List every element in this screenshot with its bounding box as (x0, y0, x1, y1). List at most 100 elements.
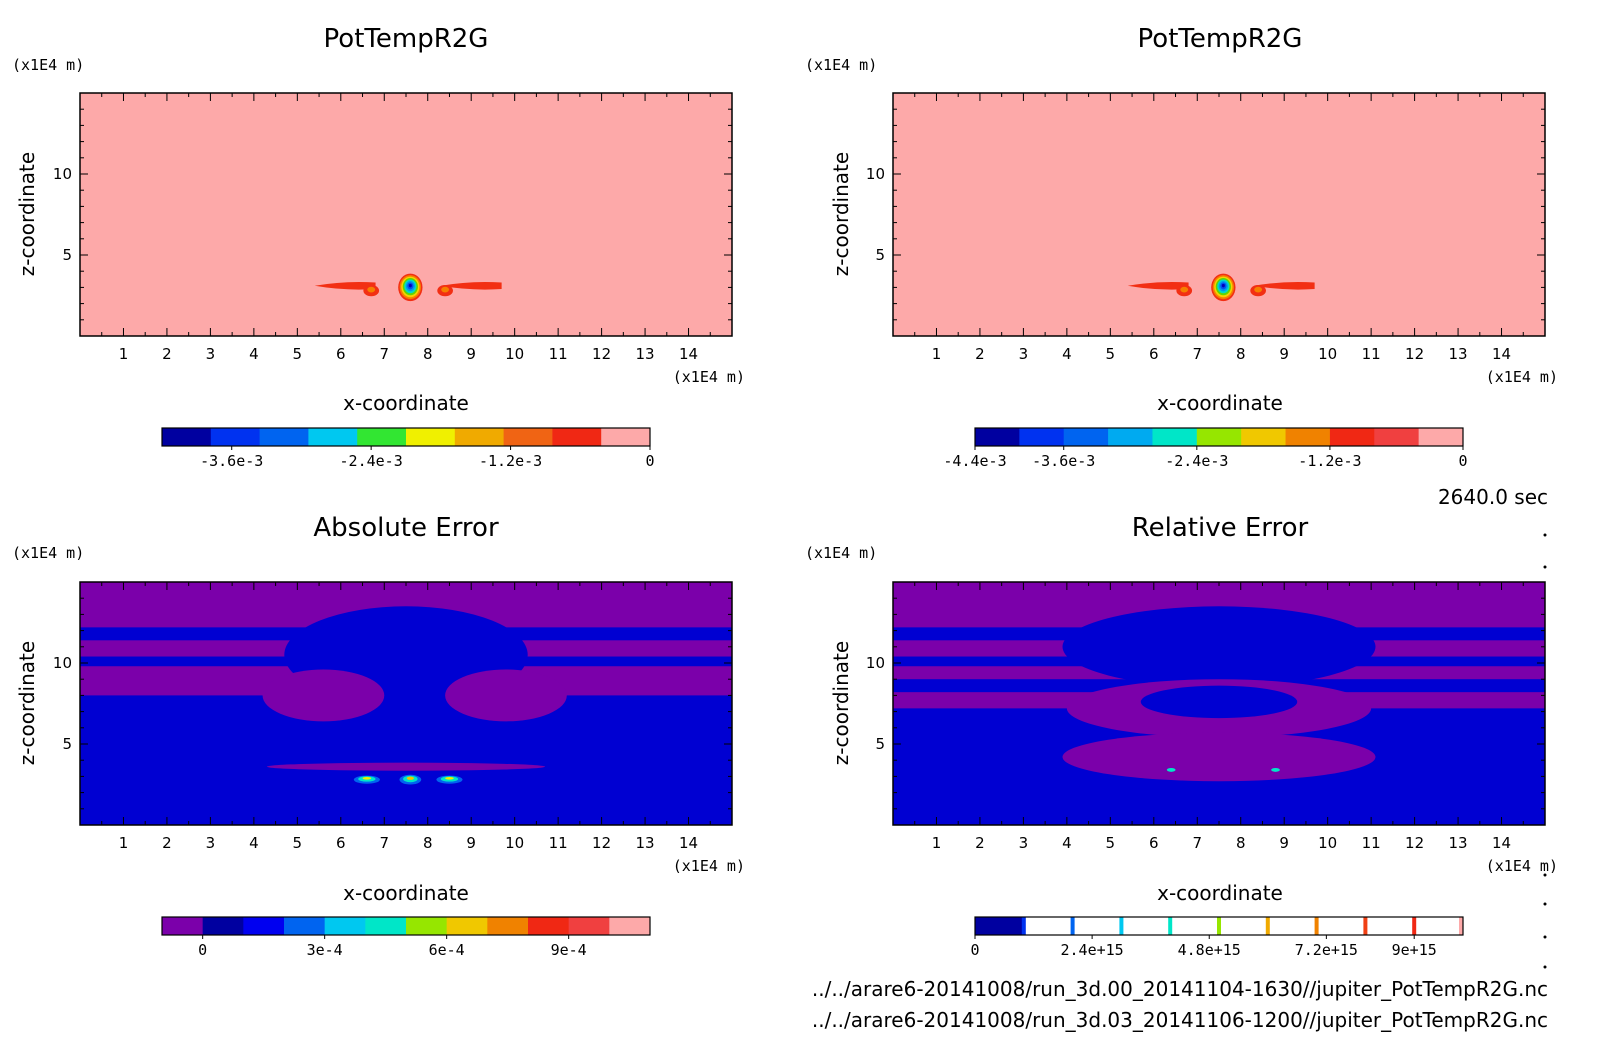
x-tick-label: 13 (636, 834, 655, 852)
x-tick-label: 13 (1449, 834, 1468, 852)
x-tick-label: 5 (293, 345, 303, 363)
colorbar-separator (1265, 917, 1270, 935)
colorbar-segment (308, 428, 358, 446)
x-tick-label: 9 (466, 834, 476, 852)
x-tick-label: 10 (1318, 345, 1337, 363)
panel-title: PotTempR2G (1138, 24, 1303, 54)
colorbar-segment (259, 428, 309, 446)
colorbar-segment (568, 917, 610, 935)
x-unit-label: (x1E4 m) (673, 368, 745, 386)
colorbar-separator (1021, 917, 1026, 935)
colorbar-frame (974, 427, 1464, 447)
x-tick-label: 2 (162, 834, 172, 852)
y-tick-label: 5 (875, 735, 885, 753)
x-tick-label: 2 (975, 834, 985, 852)
colorbar-segment (1285, 428, 1331, 446)
colorbar-tick-label: 0 (970, 941, 979, 959)
plot-area (80, 93, 732, 336)
colorbar-segment (528, 917, 570, 935)
colorbar-segment (1108, 428, 1153, 446)
y-tick-label: 10 (866, 165, 885, 183)
colorbar-separator (1119, 917, 1124, 935)
colorbar-tick-label: -2.4e-3 (340, 452, 403, 470)
field-blob-contour (1166, 767, 1176, 772)
x-tick-label: 5 (1106, 834, 1116, 852)
colorbar-segment (552, 428, 602, 446)
field-blob-contour (362, 776, 372, 780)
panel-relative-error: Relative Error (x1E4 m) (x1E4 m) x-coord… (805, 513, 1558, 959)
field-blob-contour (445, 776, 454, 780)
colorbar-separator (1314, 917, 1319, 935)
colorbar-segment (1152, 428, 1198, 446)
x-tick-label: 2 (162, 345, 172, 363)
x-tick-label: 12 (1405, 345, 1424, 363)
y-axis-label: z-coordinate (829, 641, 853, 765)
colorbar-segment (975, 428, 1020, 446)
y-unit-label: (x1E4 m) (12, 56, 84, 74)
x-tick-label: 13 (636, 345, 655, 363)
colorbar-tick-label: 3e-4 (307, 941, 343, 959)
colorbar-segment (1072, 917, 1122, 935)
colorbar-segment (446, 917, 488, 935)
field-region (1062, 606, 1376, 688)
x-tick-label: 7 (379, 834, 389, 852)
field (80, 93, 732, 336)
colorbar-segment (1196, 428, 1242, 446)
field-layer (1253, 281, 1315, 290)
x-tick-label: 6 (336, 834, 346, 852)
x-unit-label: (x1E4 m) (1486, 857, 1558, 875)
colorbar-segment (202, 917, 244, 935)
x-tick-label: 8 (1236, 834, 1246, 852)
panel-absolute-error: Absolute Error (x1E4 m) (x1E4 m) x-coord… (12, 513, 745, 959)
field-layer (440, 281, 502, 290)
field (80, 582, 732, 825)
colorbar: -4.4e-3 -3.6e-3 -2.4e-3 -1.2e-3 0 (943, 427, 1468, 470)
colorbar-segment (357, 428, 407, 446)
colorbar-separator (1363, 917, 1368, 935)
x-tick-label: 14 (679, 834, 698, 852)
x-tick-label: 8 (423, 345, 433, 363)
x-tick-label: 9 (466, 345, 476, 363)
field-region (445, 669, 567, 722)
x-axis-label: x-coordinate (343, 391, 469, 415)
x-tick-label: 8 (1236, 345, 1246, 363)
y-axis-label: z-coordinate (15, 641, 39, 765)
x-unit-label: (x1E4 m) (1486, 368, 1558, 386)
colorbar-tick-label: 9e+15 (1392, 941, 1437, 959)
colorbar-segment (365, 917, 407, 935)
field-region (1140, 685, 1298, 719)
colorbar-tick-label: -2.4e-3 (1165, 452, 1228, 470)
x-tick-label: 6 (1149, 834, 1159, 852)
x-tick-label: 5 (1106, 345, 1116, 363)
colorbar-segment (1063, 428, 1109, 446)
x-axis-label: x-coordinate (343, 881, 469, 905)
x-tick-label: 3 (206, 345, 216, 363)
x-tick-label: 9 (1279, 345, 1289, 363)
field-layer (1127, 281, 1189, 290)
plot-area (893, 93, 1545, 336)
y-axis-label: z-coordinate (829, 152, 853, 276)
x-tick-label: 4 (1062, 834, 1072, 852)
field-blob-contour (1271, 767, 1280, 772)
colorbar-segment (1316, 917, 1366, 935)
panel-pottemp-run03: PotTempR2G (x1E4 m) (x1E4 m) x-coordinat… (805, 24, 1558, 470)
x-tick-label: 14 (1492, 834, 1511, 852)
x-tick-label: 10 (505, 345, 524, 363)
y-unit-label: (x1E4 m) (12, 544, 84, 562)
colorbar-segment (162, 917, 204, 935)
file-path-run00: ../../arare6-20141008/run_3d.00_20141104… (812, 977, 1548, 1001)
colorbar: 0 3e-4 6e-4 9e-4 (161, 916, 651, 959)
x-unit-label: (x1E4 m) (673, 857, 745, 875)
field-region (262, 669, 385, 722)
x-tick-label: 11 (1362, 834, 1381, 852)
field-region (1062, 732, 1376, 782)
colorbar-segment (1019, 428, 1065, 446)
x-tick-label: 8 (423, 834, 433, 852)
colorbar-tick-label: 0 (1458, 452, 1467, 470)
y-axis-label: z-coordinate (15, 152, 39, 276)
colorbar-frame (161, 427, 651, 447)
plot-area (893, 582, 1545, 825)
x-tick-label: 13 (1449, 345, 1468, 363)
